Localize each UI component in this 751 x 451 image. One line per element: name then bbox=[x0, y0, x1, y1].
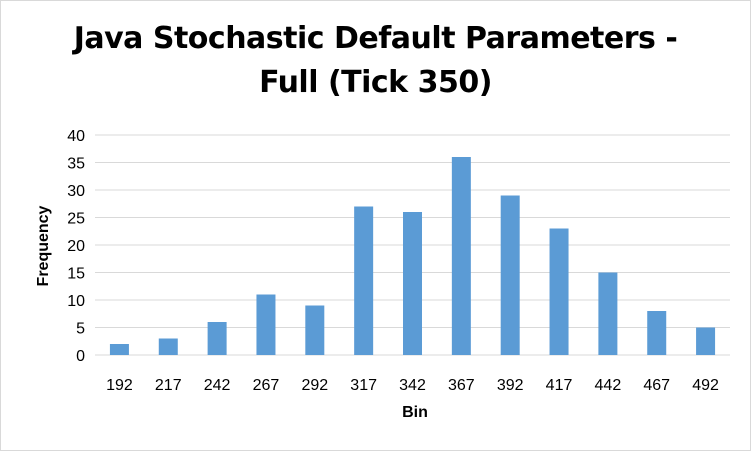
bars bbox=[109, 157, 716, 355]
x-tick-label: 392 bbox=[497, 377, 524, 394]
chart-title: Java Stochastic Default Parameters - Ful… bbox=[1, 17, 750, 105]
y-tick-label: 5 bbox=[76, 321, 85, 338]
y-tick-label: 35 bbox=[67, 156, 85, 173]
bar-292 bbox=[305, 305, 325, 355]
x-axis-title: Bin bbox=[402, 404, 428, 421]
bar-367 bbox=[451, 157, 471, 355]
x-tick-labels: 192 217 242 267 292 317 342 367 392 417 442 467 492 bbox=[106, 377, 719, 394]
x-tick-label: 317 bbox=[350, 377, 377, 394]
y-tick-label: 25 bbox=[67, 211, 85, 228]
x-tick-label: 217 bbox=[155, 377, 182, 394]
y-tick-labels: 0 5 10 15 20 25 30 35 40 bbox=[67, 128, 85, 365]
x-tick-label: 417 bbox=[546, 377, 573, 394]
y-axis-title: Frequency bbox=[35, 205, 52, 286]
bar-267 bbox=[256, 294, 276, 355]
y-tick-label: 15 bbox=[67, 266, 85, 283]
y-tick-label: 0 bbox=[76, 348, 85, 365]
x-tick-label: 467 bbox=[643, 377, 670, 394]
bar-342 bbox=[403, 212, 422, 355]
bar-317 bbox=[354, 206, 374, 355]
x-tick-label: 367 bbox=[448, 377, 475, 394]
bar-467 bbox=[647, 311, 667, 355]
bar-192 bbox=[109, 344, 129, 355]
y-tick-label: 10 bbox=[67, 293, 85, 310]
x-tick-label: 242 bbox=[204, 377, 231, 394]
y-tick-label: 20 bbox=[67, 238, 85, 255]
x-tick-label: 492 bbox=[692, 377, 719, 394]
bar-417 bbox=[549, 228, 569, 355]
bar-242 bbox=[207, 322, 227, 355]
y-tick-label: 40 bbox=[67, 128, 85, 145]
x-tick-label: 292 bbox=[301, 377, 328, 394]
bar-217 bbox=[158, 338, 178, 355]
y-tick-label: 30 bbox=[67, 183, 85, 200]
bar-442 bbox=[598, 272, 618, 355]
bar-492 bbox=[696, 327, 716, 355]
x-tick-label: 267 bbox=[253, 377, 280, 394]
bar-392 bbox=[500, 195, 520, 355]
x-tick-label: 442 bbox=[595, 377, 622, 394]
chart-title-line-1: Java Stochastic Default Parameters - bbox=[73, 21, 678, 56]
x-tick-label: 192 bbox=[106, 377, 133, 394]
chart-title-line-2: Full (Tick 350) bbox=[259, 65, 492, 100]
x-tick-label: 342 bbox=[399, 377, 426, 394]
